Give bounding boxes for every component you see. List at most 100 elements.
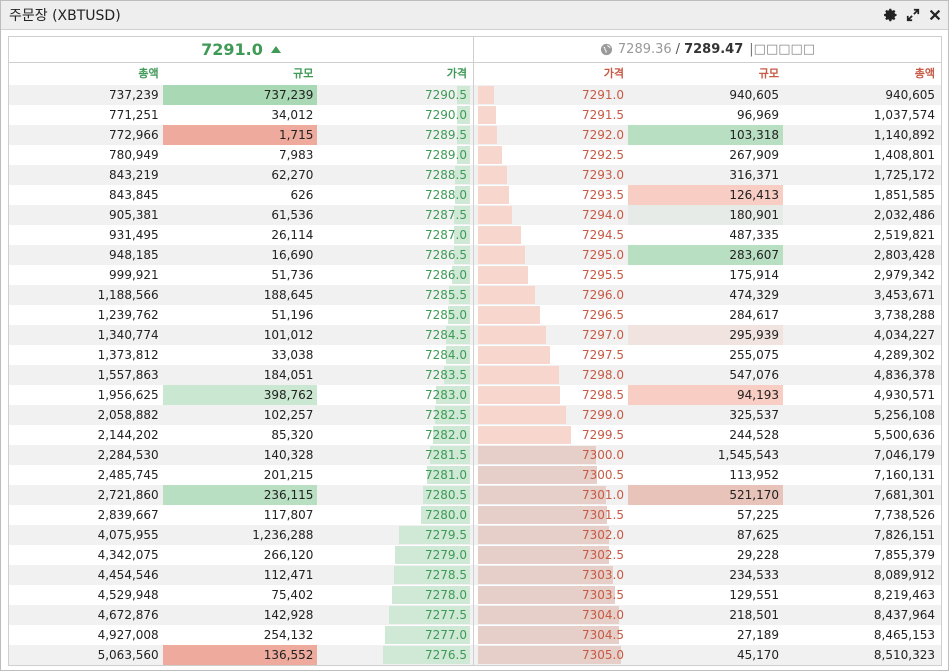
ask-row[interactable]: 7298.5 94,193 4,930,571 (474, 385, 941, 405)
ask-row[interactable]: 7300.5 113,952 7,160,131 (474, 465, 941, 485)
bid-row[interactable]: 5,063,560 136,552 7276.5 (9, 645, 473, 665)
ask-row[interactable]: 7292.0 103,318 1,140,892 (474, 125, 941, 145)
close-icon[interactable] (928, 8, 942, 22)
ask-row[interactable]: 7303.5 129,551 8,219,463 (474, 585, 941, 605)
ask-row[interactable]: 7299.0 325,537 5,256,108 (474, 405, 941, 425)
ask-price-cell[interactable]: 7292.5 (474, 145, 628, 165)
bid-row[interactable]: 4,529,948 75,402 7278.0 (9, 585, 473, 605)
ask-price-cell[interactable]: 7304.5 (474, 625, 628, 645)
ask-row[interactable]: 7299.5 244,528 5,500,636 (474, 425, 941, 445)
ask-price-cell[interactable]: 7291.5 (474, 105, 628, 125)
bid-row[interactable]: 737,239 737,239 7290.5 (9, 85, 473, 105)
ask-price-header[interactable]: 가격 (603, 67, 624, 80)
bid-row[interactable]: 843,845 626 7288.0 (9, 185, 473, 205)
bid-price-cell[interactable]: 7284.0 (317, 345, 473, 365)
ask-row[interactable]: 7305.0 45,170 8,510,323 (474, 645, 941, 665)
ask-row[interactable]: 7304.5 27,189 8,465,153 (474, 625, 941, 645)
bid-row[interactable]: 1,373,812 33,038 7284.0 (9, 345, 473, 365)
bid-row[interactable]: 4,672,876 142,928 7277.5 (9, 605, 473, 625)
bid-row[interactable]: 1,188,566 188,645 7285.5 (9, 285, 473, 305)
ask-price-cell[interactable]: 7295.0 (474, 245, 628, 265)
bid-row[interactable]: 4,454,546 112,471 7278.5 (9, 565, 473, 585)
ask-row[interactable]: 7294.0 180,901 2,032,486 (474, 205, 941, 225)
bid-row[interactable]: 4,075,955 1,236,288 7279.5 (9, 525, 473, 545)
ask-row[interactable]: 7292.5 267,909 1,408,801 (474, 145, 941, 165)
bid-price-cell[interactable]: 7284.5 (317, 325, 473, 345)
bid-row[interactable]: 843,219 62,270 7288.5 (9, 165, 473, 185)
ask-row[interactable]: 7298.0 547,076 4,836,378 (474, 365, 941, 385)
bid-size-header[interactable]: 규모 (293, 67, 314, 80)
ask-price-cell[interactable]: 7298.0 (474, 365, 628, 385)
mark-price[interactable]: 7289.47 (684, 42, 744, 57)
ask-row[interactable]: 7295.5 175,914 2,979,342 (474, 265, 941, 285)
ask-price-cell[interactable]: 7294.5 (474, 225, 628, 245)
ask-row[interactable]: 7296.5 284,617 3,738,288 (474, 305, 941, 325)
ask-price-cell[interactable]: 7299.5 (474, 425, 628, 445)
ask-price-cell[interactable]: 7297.5 (474, 345, 628, 365)
ask-price-cell[interactable]: 7294.0 (474, 205, 628, 225)
ask-row[interactable]: 7291.0 940,605 940,605 (474, 85, 941, 105)
bid-row[interactable]: 948,185 16,690 7286.5 (9, 245, 473, 265)
bid-price-cell[interactable]: 7280.0 (317, 505, 473, 525)
bid-price-cell[interactable]: 7281.5 (317, 445, 473, 465)
bid-row[interactable]: 905,381 61,536 7287.5 (9, 205, 473, 225)
ask-price-cell[interactable]: 7301.0 (474, 485, 628, 505)
bid-row[interactable]: 4,927,008 254,132 7277.0 (9, 625, 473, 645)
ask-price-cell[interactable]: 7300.0 (474, 445, 628, 465)
ask-price-cell[interactable]: 7298.5 (474, 385, 628, 405)
ask-row[interactable]: 7301.0 521,170 7,681,301 (474, 485, 941, 505)
bid-row[interactable]: 771,251 34,012 7290.0 (9, 105, 473, 125)
ask-price-cell[interactable]: 7300.5 (474, 465, 628, 485)
ask-row[interactable]: 7295.0 283,607 2,803,428 (474, 245, 941, 265)
bid-price-cell[interactable]: 7285.0 (317, 305, 473, 325)
ask-row[interactable]: 7297.5 255,075 4,289,302 (474, 345, 941, 365)
gear-icon[interactable] (884, 8, 898, 22)
ask-price-cell[interactable]: 7304.0 (474, 605, 628, 625)
bid-price-cell[interactable]: 7287.0 (317, 225, 473, 245)
bid-price-header[interactable]: 가격 (446, 67, 468, 80)
ask-row[interactable]: 7304.0 218,501 8,437,964 (474, 605, 941, 625)
ask-row[interactable]: 7301.5 57,225 7,738,526 (474, 505, 941, 525)
bid-row[interactable]: 4,342,075 266,120 7279.0 (9, 545, 473, 565)
bid-row[interactable]: 999,921 51,736 7286.0 (9, 265, 473, 285)
ask-row[interactable]: 7303.0 234,533 8,089,912 (474, 565, 941, 585)
bid-price-cell[interactable]: 7286.5 (317, 245, 473, 265)
ask-row[interactable]: 7302.5 29,228 7,855,379 (474, 545, 941, 565)
bid-row[interactable]: 2,839,667 117,807 7280.0 (9, 505, 473, 525)
ask-row[interactable]: 7300.0 1,545,543 7,046,179 (474, 445, 941, 465)
bid-price-cell[interactable]: 7279.5 (317, 525, 473, 545)
ask-row[interactable]: 7293.0 316,371 1,725,172 (474, 165, 941, 185)
bid-price-cell[interactable]: 7283.5 (317, 365, 473, 385)
bid-row[interactable]: 1,340,774 101,012 7284.5 (9, 325, 473, 345)
ask-price-cell[interactable]: 7292.0 (474, 125, 628, 145)
ask-price-cell[interactable]: 7295.5 (474, 265, 628, 285)
ask-price-cell[interactable]: 7296.5 (474, 305, 628, 325)
bid-price-cell[interactable]: 7289.0 (317, 145, 473, 165)
ask-price-cell[interactable]: 7293.0 (474, 165, 628, 185)
ask-price-cell[interactable]: 7305.0 (474, 645, 628, 665)
bid-price-cell[interactable]: 7278.0 (317, 585, 473, 605)
bid-price-cell[interactable]: 7287.5 (317, 205, 473, 225)
bid-row[interactable]: 1,239,762 51,196 7285.0 (9, 305, 473, 325)
bid-row[interactable]: 2,144,202 85,320 7282.0 (9, 425, 473, 445)
bid-price-cell[interactable]: 7286.0 (317, 265, 473, 285)
bid-price-cell[interactable]: 7288.0 (317, 185, 473, 205)
ask-price-cell[interactable]: 7303.0 (474, 565, 628, 585)
ask-price-cell[interactable]: 7291.0 (474, 85, 628, 105)
bid-price-cell[interactable]: 7279.0 (317, 545, 473, 565)
bid-price-cell[interactable]: 7282.0 (317, 425, 473, 445)
ask-price-cell[interactable]: 7297.0 (474, 325, 628, 345)
ask-price-cell[interactable]: 7293.5 (474, 185, 628, 205)
bid-row[interactable]: 1,956,625 398,762 7283.0 (9, 385, 473, 405)
bid-price-cell[interactable]: 7277.5 (317, 605, 473, 625)
ask-size-header[interactable]: 규모 (758, 67, 779, 80)
bid-price-cell[interactable]: 7281.0 (317, 465, 473, 485)
bid-price-cell[interactable]: 7290.0 (317, 105, 473, 125)
ask-total-header[interactable]: 총액 (914, 67, 935, 80)
ask-row[interactable]: 7302.0 87,625 7,826,151 (474, 525, 941, 545)
ask-row[interactable]: 7297.0 295,939 4,034,227 (474, 325, 941, 345)
bid-row[interactable]: 1,557,863 184,051 7283.5 (9, 365, 473, 385)
bid-row[interactable]: 2,485,745 201,215 7281.0 (9, 465, 473, 485)
bid-price-cell[interactable]: 7283.0 (317, 385, 473, 405)
expand-icon[interactable] (906, 8, 920, 22)
